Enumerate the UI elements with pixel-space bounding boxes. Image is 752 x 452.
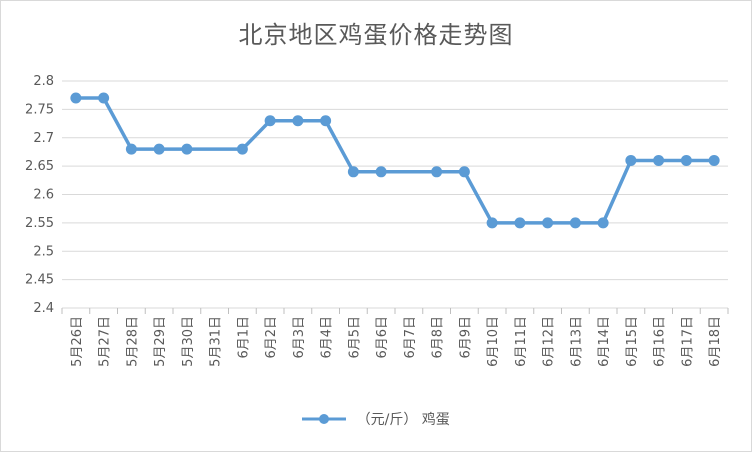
data-point	[597, 217, 609, 229]
legend-marker	[302, 414, 347, 424]
y-tick-label: 2.7	[33, 131, 54, 146]
x-tick-label: 6月3日	[292, 316, 307, 359]
legend: （元/斤） 鸡蛋	[1, 409, 751, 429]
x-tick-label: 6月18日	[708, 316, 723, 367]
y-tick-label: 2.6	[33, 188, 54, 203]
x-tick-label: 6月8日	[431, 316, 446, 359]
data-point	[264, 115, 276, 127]
data-point	[542, 217, 554, 229]
data-point	[653, 154, 665, 166]
x-tick-label: 5月27日	[98, 316, 113, 367]
legend-label: （元/斤） 鸡蛋	[356, 412, 450, 428]
data-point	[153, 143, 165, 155]
data-point	[70, 92, 82, 104]
x-tick-label: 6月15日	[625, 316, 640, 367]
x-tick-label: 5月26日	[70, 316, 85, 367]
x-tick-label: 6月11日	[514, 316, 529, 367]
x-tick-label: 6月10日	[486, 316, 501, 367]
y-tick-label: 2.65	[25, 159, 54, 174]
data-point	[458, 166, 470, 178]
x-tick-label: 5月31日	[209, 316, 224, 367]
chart-title: 北京地区鸡蛋价格走势图	[238, 21, 514, 49]
data-point	[708, 154, 720, 166]
x-tick-label: 6月13日	[569, 316, 584, 367]
x-tick-label: 6月2日	[264, 316, 279, 359]
x-tick-label: 5月28日	[125, 316, 140, 367]
x-tick-label: 6月4日	[320, 316, 335, 359]
data-point	[514, 217, 526, 229]
x-tick-label: 5月29日	[153, 316, 168, 367]
y-tick-label: 2.8	[33, 74, 54, 89]
y-tick-label: 2.4	[33, 301, 54, 316]
data-point	[431, 166, 443, 178]
data-point	[125, 143, 137, 155]
data-point	[625, 154, 637, 166]
data-point	[347, 166, 359, 178]
x-tick-label: 6月7日	[403, 316, 418, 359]
y-tick-label: 2.45	[25, 273, 54, 288]
x-tick-label: 5月30日	[181, 316, 196, 367]
x-tick-label: 6月1日	[236, 316, 251, 359]
x-tick-label: 6月16日	[653, 316, 668, 367]
y-tick-label: 2.75	[25, 102, 54, 117]
x-tick-label: 6月12日	[542, 316, 557, 367]
x-tick-label: 6月9日	[458, 316, 473, 359]
data-point	[375, 166, 387, 178]
data-point	[680, 154, 692, 166]
data-point	[236, 143, 248, 155]
x-tick-label: 6月5日	[347, 316, 362, 359]
data-point	[98, 92, 110, 104]
data-point	[292, 115, 304, 127]
data-point	[181, 143, 193, 155]
data-point	[320, 115, 332, 127]
data-point	[569, 217, 581, 229]
series-line	[75, 96, 715, 225]
y-tick-label: 2.5	[33, 244, 54, 259]
x-tick-label: 6月14日	[597, 316, 612, 367]
data-point	[486, 217, 498, 229]
x-tick-label: 6月17日	[680, 316, 695, 367]
y-tick-label: 2.55	[25, 216, 54, 231]
x-tick-label: 6月6日	[375, 316, 390, 359]
